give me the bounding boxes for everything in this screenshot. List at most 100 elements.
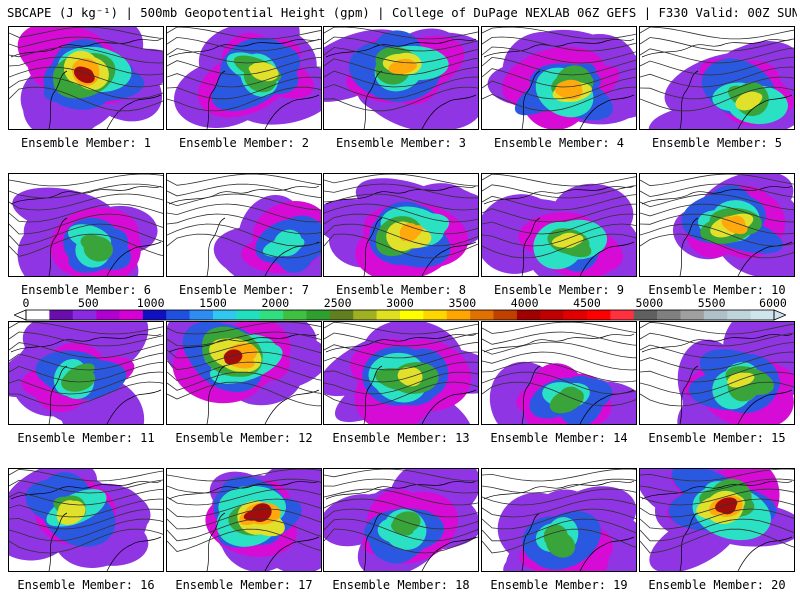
colorbar-segment bbox=[446, 310, 471, 320]
colorbar-segment bbox=[633, 310, 658, 320]
colorbar-segment bbox=[563, 310, 588, 320]
ensemble-panel-2 bbox=[166, 26, 322, 130]
member-label: Ensemble Member: 10 bbox=[648, 283, 786, 297]
ensemble-panel-3 bbox=[323, 26, 479, 130]
height-contours bbox=[482, 322, 636, 407]
coastline bbox=[641, 480, 793, 571]
height-contours bbox=[640, 27, 794, 112]
ensemble-panel-17 bbox=[166, 468, 322, 572]
colorbar-tick-label: 1000 bbox=[136, 296, 165, 310]
cape-map bbox=[167, 27, 321, 129]
ensemble-panel-5 bbox=[639, 26, 795, 130]
colorbar-segment bbox=[750, 310, 775, 320]
member-label: Ensemble Member: 17 bbox=[175, 578, 313, 592]
cape-map bbox=[9, 174, 163, 276]
coastline bbox=[10, 480, 162, 571]
colorbar-segment bbox=[470, 310, 494, 320]
member-label: Ensemble Member: 13 bbox=[332, 431, 470, 445]
colorbar-segment bbox=[400, 310, 424, 320]
coastline bbox=[325, 480, 477, 571]
height-contours bbox=[9, 27, 163, 112]
cape-map bbox=[640, 469, 794, 571]
colorbar-segment bbox=[283, 310, 307, 320]
member-label: Ensemble Member: 20 bbox=[648, 578, 786, 592]
ensemble-panel-4 bbox=[481, 26, 637, 130]
cape-map bbox=[9, 469, 163, 571]
colorbar-segment bbox=[727, 310, 751, 320]
cape-shading bbox=[677, 322, 794, 424]
cape-map bbox=[324, 322, 478, 424]
colorbar-tick-label: 1500 bbox=[199, 296, 227, 310]
ensemble-panel-16 bbox=[8, 468, 164, 572]
colorbar-segment bbox=[142, 310, 167, 320]
colorbar-segment bbox=[96, 310, 120, 320]
colorbar-segment bbox=[329, 310, 354, 320]
colorbar-segment bbox=[306, 310, 331, 320]
ensemble-panel-12 bbox=[166, 321, 322, 425]
colorbar-segment bbox=[657, 310, 681, 320]
cape-shading bbox=[9, 322, 149, 424]
colorbar-segment bbox=[189, 310, 214, 320]
coastline bbox=[641, 38, 793, 129]
cape-shading bbox=[672, 174, 794, 276]
member-label: Ensemble Member: 1 bbox=[20, 136, 152, 150]
coastline bbox=[325, 333, 477, 424]
height-contours bbox=[167, 469, 321, 552]
member-label: Ensemble Member: 8 bbox=[335, 283, 467, 297]
cape-shading bbox=[487, 29, 636, 129]
height-contours bbox=[640, 469, 794, 554]
ensemble-panel-14 bbox=[481, 321, 637, 425]
member-label: Ensemble Member: 4 bbox=[493, 136, 625, 150]
ensemble-panel-13 bbox=[323, 321, 479, 425]
cape-map bbox=[9, 27, 163, 129]
height-contours bbox=[482, 27, 636, 112]
member-label: Ensemble Member: 6 bbox=[20, 283, 152, 297]
cape-shading bbox=[648, 41, 794, 129]
height-contours bbox=[324, 174, 478, 259]
height-contours bbox=[482, 469, 636, 554]
colorbar-segment bbox=[49, 310, 74, 320]
colorbar-tick-label: 0 bbox=[22, 296, 30, 310]
colorbar-segment bbox=[213, 310, 237, 320]
cape-map bbox=[482, 27, 636, 129]
member-label: Ensemble Member: 19 bbox=[490, 578, 628, 592]
ensemble-panel-18 bbox=[323, 468, 479, 572]
cape-map bbox=[167, 322, 321, 424]
colorbar-segment bbox=[703, 310, 728, 320]
colorbar-svg bbox=[14, 309, 786, 321]
colorbar-tick-label: 6000 bbox=[759, 296, 787, 310]
colorbar-frame bbox=[25, 309, 775, 321]
coastline bbox=[325, 185, 477, 276]
cape-map bbox=[482, 322, 636, 424]
cape-map bbox=[482, 174, 636, 276]
colorbar-segment bbox=[26, 310, 50, 320]
colorbar-tick-label: 2000 bbox=[261, 296, 290, 310]
ensemble-panel-11 bbox=[8, 321, 164, 425]
coastline bbox=[483, 185, 635, 276]
ensemble-panel-6 bbox=[8, 173, 164, 277]
member-label: Ensemble Member: 18 bbox=[332, 578, 470, 592]
coastline bbox=[10, 38, 162, 129]
cape-map bbox=[324, 174, 478, 276]
cape-shading bbox=[324, 28, 478, 129]
colorbar-tick-label: 500 bbox=[77, 296, 99, 310]
coastline bbox=[483, 480, 635, 571]
colorbar-segment bbox=[259, 310, 284, 320]
height-contours bbox=[324, 322, 478, 407]
cape-shading bbox=[640, 469, 794, 571]
colorbar-segment bbox=[540, 310, 564, 320]
height-contours bbox=[9, 174, 163, 257]
ensemble-panel-19 bbox=[481, 468, 637, 572]
colorbar-segment bbox=[423, 310, 448, 320]
height-contours bbox=[640, 322, 794, 407]
colorbar-segment bbox=[376, 310, 401, 320]
colorbar-segment bbox=[119, 310, 144, 320]
cape-shading bbox=[324, 322, 478, 424]
member-label: Ensemble Member: 2 bbox=[178, 136, 310, 150]
colorbar-segment bbox=[610, 310, 635, 320]
colorbar-segment bbox=[493, 310, 518, 320]
height-contours bbox=[167, 174, 321, 259]
member-label: Ensemble Member: 7 bbox=[178, 283, 310, 297]
cape-map bbox=[482, 469, 636, 571]
colorbar-tick-label: 4000 bbox=[510, 296, 539, 310]
